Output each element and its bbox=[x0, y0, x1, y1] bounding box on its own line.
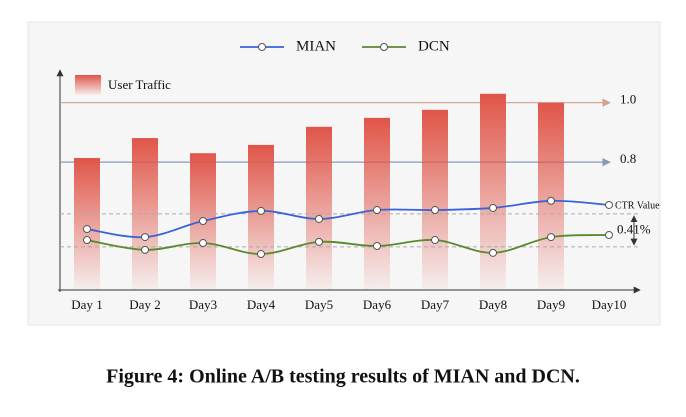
point bbox=[141, 233, 149, 242]
bar bbox=[364, 117, 390, 290]
legend-label: User Traffic bbox=[108, 77, 171, 92]
bar bbox=[422, 109, 448, 291]
x-tick-label: Day9 bbox=[537, 297, 565, 312]
ctr-band-label: 0.41% bbox=[617, 221, 651, 236]
bar bbox=[306, 126, 332, 290]
x-tick-label: Day6 bbox=[363, 297, 392, 312]
point bbox=[199, 217, 207, 226]
legend-swatch bbox=[75, 75, 101, 95]
legend-label: DCN bbox=[418, 38, 450, 54]
x-tick-label: Day8 bbox=[479, 297, 507, 312]
x-tick-label: Day10 bbox=[592, 297, 627, 312]
series-line bbox=[86, 234, 610, 255]
series-line bbox=[86, 199, 610, 239]
x-tick-label: Day 1 bbox=[71, 297, 102, 312]
x-tick-label: Day5 bbox=[305, 297, 333, 312]
point bbox=[547, 233, 555, 242]
point bbox=[431, 206, 439, 215]
ctr-label: CTR Value bbox=[615, 200, 660, 211]
bar bbox=[248, 144, 274, 290]
point bbox=[605, 231, 613, 239]
bar bbox=[480, 93, 506, 290]
point bbox=[605, 200, 613, 209]
point bbox=[257, 250, 265, 259]
point bbox=[431, 236, 439, 245]
point bbox=[83, 225, 91, 234]
point bbox=[547, 196, 555, 205]
x-tick-label: Day4 bbox=[247, 297, 276, 312]
legend-label: MIAN bbox=[296, 38, 336, 54]
x-tick-label: Day 2 bbox=[129, 297, 160, 312]
point bbox=[373, 242, 381, 250]
legend-marker bbox=[258, 43, 266, 51]
point bbox=[83, 236, 91, 245]
point bbox=[199, 239, 207, 248]
panel bbox=[27, 21, 661, 326]
bar bbox=[74, 158, 100, 290]
point bbox=[489, 248, 497, 257]
caption: Figure 4: Online A/B testing results of … bbox=[106, 366, 580, 388]
x-tick-label: Day3 bbox=[189, 297, 217, 312]
point bbox=[315, 237, 323, 246]
point bbox=[489, 203, 497, 212]
reference-label: 1.0 bbox=[620, 92, 636, 107]
x-tick-label: Day7 bbox=[421, 297, 450, 312]
point bbox=[257, 206, 265, 215]
point bbox=[373, 206, 381, 215]
point bbox=[141, 245, 149, 254]
legend-marker bbox=[380, 43, 388, 51]
reference-label: 0.8 bbox=[620, 151, 636, 166]
point bbox=[315, 214, 323, 223]
bar bbox=[538, 102, 564, 291]
